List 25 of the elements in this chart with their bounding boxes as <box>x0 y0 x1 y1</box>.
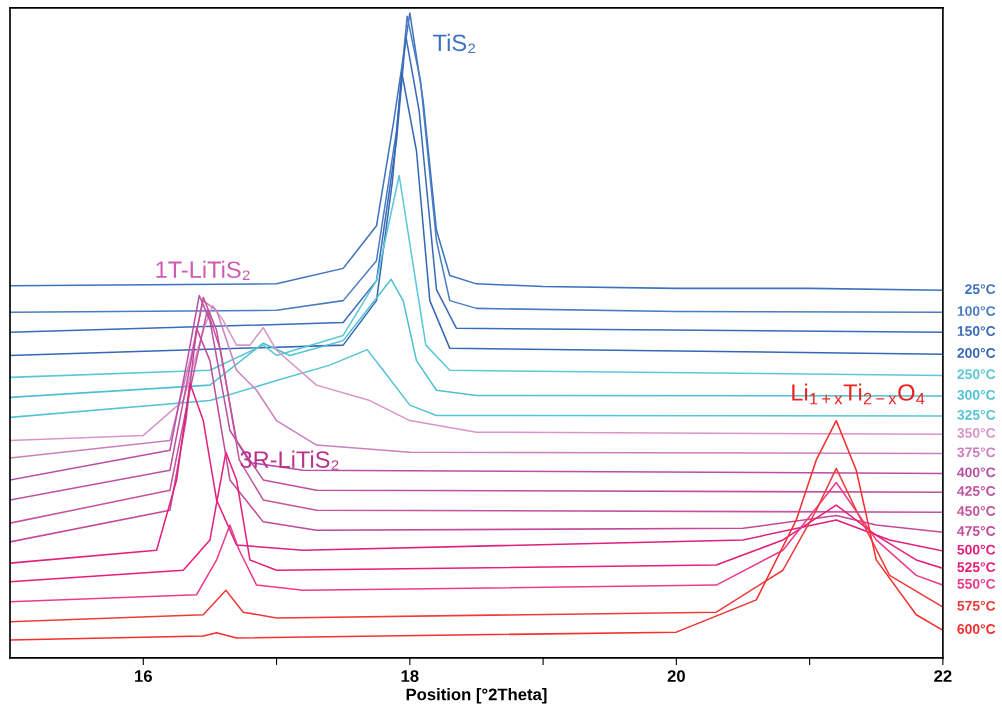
series-label: 550°C <box>957 578 996 589</box>
series-label: 200°C <box>957 348 996 358</box>
series-label: 425°C <box>957 486 996 496</box>
annotation: 1T-LiTiS₂ <box>156 260 250 280</box>
series-label: 375°C <box>957 447 996 458</box>
series-label: 250°C <box>957 369 996 380</box>
series-label: 525°C <box>957 562 996 573</box>
series-label: 100°C <box>957 306 996 316</box>
annotation: TiS₂ <box>433 33 476 53</box>
series-label: 350°C <box>957 428 996 438</box>
series-label: 500°C <box>957 544 996 555</box>
series-label: 475°C <box>957 526 996 536</box>
x-tick-label: 16 <box>135 670 152 682</box>
series-label: 25°C <box>965 284 996 295</box>
x-tick-label: 22 <box>934 670 952 682</box>
x-tick-label: 20 <box>667 670 685 682</box>
series-label: 300°C <box>957 389 996 400</box>
series-label: 400°C <box>957 467 996 478</box>
series-label: 575°C <box>957 600 996 611</box>
series-label: 600°C <box>957 624 996 634</box>
series-label: 450°C <box>957 506 996 516</box>
x-axis-title: Position [°2Theta] <box>406 688 547 704</box>
x-tick-label: 18 <box>401 670 419 682</box>
series-label: 325°C <box>957 409 996 420</box>
series-label: 150°C <box>957 326 996 336</box>
